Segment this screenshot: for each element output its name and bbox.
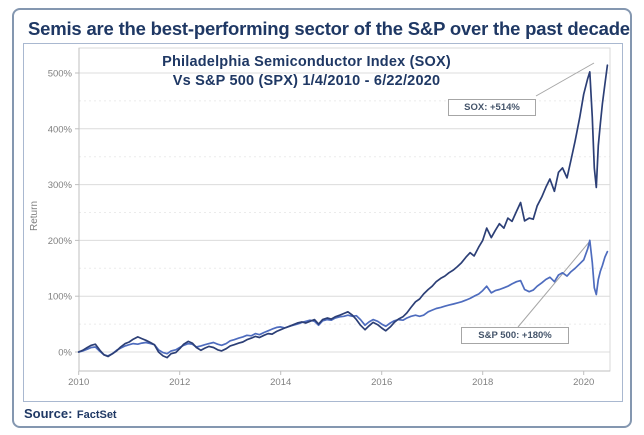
spx-leader-line (517, 240, 591, 328)
x-tick-label: 2010 (68, 377, 89, 388)
y-tick-label: 300% (48, 180, 73, 191)
axis-ticks-and-labels: 0% 100% 200% 300% 400% 500% 2010 2012 2014 2016 20… (48, 69, 595, 389)
x-tick-label: 2018 (472, 377, 493, 388)
y-tick-label: 400% (48, 124, 73, 135)
chart-title-line2: Vs S&P 500 (SPX) 1/4/2010 - 6/22/2020 (172, 73, 441, 89)
series-line-sox (77, 64, 609, 359)
y-axis-title: Return (29, 201, 40, 231)
page-title: Semis are the best-performing sector of … (28, 18, 630, 39)
chart-title: Philadelphia Semiconductor Index (SOX) V… (24, 53, 589, 91)
gridlines (79, 72, 610, 353)
page-frame: Semis are the best-performing sector of … (12, 8, 632, 428)
data-series (77, 64, 609, 359)
chart-plot: 0% 100% 200% 300% 400% 500% 2010 2012 2014 2016 20… (29, 47, 611, 389)
y-tick-label: 200% (48, 236, 73, 247)
plot-area-border (78, 47, 611, 372)
y-tick-label: 0% (58, 348, 72, 359)
source-label: Source: (24, 406, 73, 421)
sox-leader-line (535, 62, 595, 97)
y-tick-label: 100% (48, 292, 73, 303)
x-tick-label: 2020 (573, 377, 594, 388)
x-tick-label: 2016 (371, 377, 392, 388)
sox-annotation-box: SOX: +514% (448, 99, 536, 116)
x-tick-label: 2012 (169, 377, 190, 388)
y-tick-label: 500% (48, 69, 73, 80)
source-value: FactSet (76, 409, 117, 421)
chart-title-line1: Philadelphia Semiconductor Index (SOX) (162, 54, 451, 70)
chart-panel: 0% 100% 200% 300% 400% 500% 2010 2012 2014 2016 20… (23, 43, 623, 402)
x-tick-label: 2014 (270, 377, 291, 388)
source-note: Source: FactSet (24, 405, 117, 423)
spx-annotation-box: S&P 500: +180% (461, 327, 569, 344)
